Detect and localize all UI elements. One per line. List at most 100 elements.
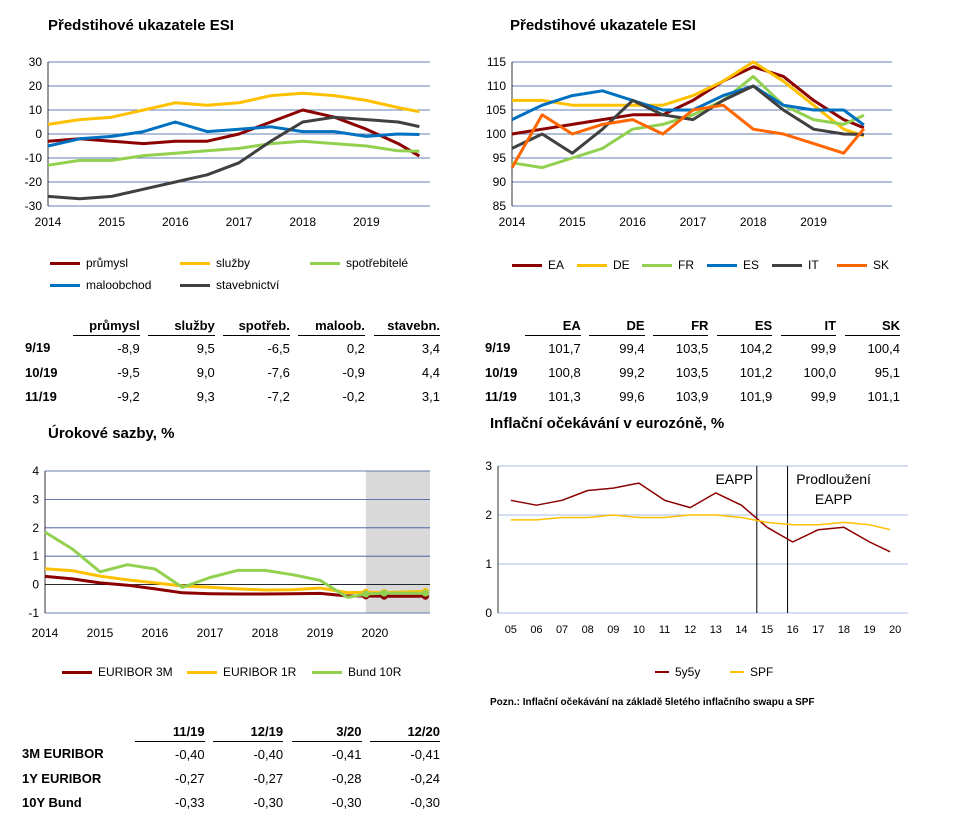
legend-label: IT bbox=[808, 258, 819, 272]
table-row: 10/19 100,8 99,2 103,5 101,2 100,0 95,1 bbox=[485, 360, 900, 384]
y-tick-label: 105 bbox=[486, 103, 506, 117]
table-cell: 103,9 bbox=[675, 388, 709, 404]
legend-label: EA bbox=[548, 258, 565, 272]
series-line-5y5y bbox=[510, 482, 891, 553]
chart-title-inflation: Inflační očekávání v eurozóně, % bbox=[490, 415, 725, 432]
table-cell: -8,9 bbox=[117, 340, 140, 356]
row-label: 11/19 bbox=[25, 388, 57, 404]
x-tick-label: 2017 bbox=[226, 215, 253, 229]
forecast-point-Bund 10R bbox=[380, 589, 388, 597]
y-tick-label: 3 bbox=[485, 459, 492, 473]
series-line-služby bbox=[47, 91, 420, 126]
table-row: 3M EURIBOR -0,40 -0,40 -0,41 -0,41 bbox=[22, 742, 440, 767]
y-tick-label: 1 bbox=[32, 549, 39, 563]
table-cell: 9,0 bbox=[196, 364, 215, 380]
table-corner bbox=[22, 722, 135, 742]
x-tick-label: 2019 bbox=[307, 626, 334, 640]
series-line-EURIBOR 3M bbox=[44, 574, 366, 598]
legend-label: maloobchod bbox=[86, 278, 152, 292]
legend-label: Bund 10R bbox=[348, 665, 402, 679]
table-esi-eu: EA DE FR ES IT SK 9/19 101,7 99,4 103,5 104,2 99,9 1… bbox=[485, 316, 900, 408]
y-tick-label: 90 bbox=[493, 175, 507, 189]
x-tick-label: 11 bbox=[659, 624, 670, 636]
legend-label: průmysl bbox=[86, 256, 129, 270]
legend-swatch bbox=[837, 263, 867, 267]
legend-swatch bbox=[50, 261, 80, 265]
y-tick-label: -10 bbox=[25, 151, 43, 165]
x-tick-label: 2019 bbox=[353, 215, 380, 229]
table-header: DE bbox=[589, 316, 645, 336]
x-tick-label: 19 bbox=[863, 624, 875, 636]
legend-label: ES bbox=[743, 258, 760, 272]
legend-label: EURIBOR 3M bbox=[98, 665, 173, 679]
x-tick-label: 2019 bbox=[800, 215, 827, 229]
annotation-extension-line2: EAPP bbox=[815, 491, 852, 507]
y-tick-label: 110 bbox=[487, 79, 506, 93]
legend-swatch bbox=[180, 261, 210, 265]
table-cell: -0,41 bbox=[410, 746, 440, 762]
y-tick-label: 0 bbox=[485, 606, 492, 620]
table-header: služby bbox=[148, 316, 215, 336]
table-row: 11/19 101,3 99,6 103,9 101,9 99,9 101,1 bbox=[485, 384, 900, 408]
legend-label: služby bbox=[216, 256, 251, 270]
table-row: 1Y EURIBOR -0,27 -0,27 -0,28 -0,24 bbox=[22, 766, 440, 790]
legend-label: stavebnictví bbox=[216, 278, 280, 292]
series-line-Bund 10R bbox=[44, 530, 367, 599]
y-tick-label: 0 bbox=[32, 578, 39, 592]
series-line-spotřebitelé bbox=[47, 139, 420, 167]
legend-item: EURIBOR 1R bbox=[187, 661, 312, 683]
table-cell: 95,1 bbox=[874, 364, 900, 380]
y-tick-label: 4 bbox=[32, 464, 39, 478]
x-tick-label: 2020 bbox=[362, 626, 389, 640]
y-tick-label: 10 bbox=[29, 103, 43, 117]
table-header: SK bbox=[844, 316, 900, 336]
legend-swatch bbox=[512, 263, 542, 267]
series-line-IT bbox=[511, 84, 864, 155]
x-tick-label: 14 bbox=[735, 624, 747, 636]
table-cell: -0,30 bbox=[253, 794, 284, 810]
table-cell: 100,0 bbox=[803, 364, 837, 380]
legend-esi-eu: EA DE FR ES IT SK bbox=[512, 254, 912, 276]
table-corner bbox=[485, 316, 525, 336]
table-cell: -0,28 bbox=[331, 770, 362, 786]
y-tick-label: 1 bbox=[485, 557, 492, 571]
legend-swatch bbox=[772, 263, 802, 267]
y-tick-label: -30 bbox=[25, 199, 43, 213]
forecast-shading bbox=[365, 471, 430, 613]
legend-swatch bbox=[62, 670, 92, 674]
series-line-EA bbox=[511, 65, 865, 136]
series-line-maloobchod bbox=[47, 120, 420, 148]
x-tick-label: 2016 bbox=[619, 215, 646, 229]
series-forecast-Bund 10R bbox=[365, 591, 426, 596]
x-tick-label: 05 bbox=[505, 624, 517, 636]
x-tick-label: 18 bbox=[838, 624, 850, 636]
y-tick-label: 115 bbox=[487, 55, 506, 69]
table-header: ES bbox=[716, 316, 773, 336]
x-tick-label: 13 bbox=[710, 624, 722, 636]
x-tick-label: 2018 bbox=[289, 215, 316, 229]
legend-item: IT bbox=[772, 254, 837, 276]
legend-item: DE bbox=[577, 254, 642, 276]
x-tick-label: 07 bbox=[556, 624, 568, 636]
table-cell: -0,9 bbox=[342, 364, 365, 380]
legend-swatch bbox=[180, 283, 210, 287]
chart-title-rates: Úrokové sazby, % bbox=[48, 425, 175, 442]
legend-item: spotřebitelé bbox=[310, 252, 440, 274]
legend-item: SPF bbox=[730, 661, 805, 683]
table-cell: 0,2 bbox=[346, 340, 365, 356]
table-cell: -0,30 bbox=[410, 794, 440, 810]
legend-inflation: 5y5y SPF bbox=[655, 661, 855, 683]
table-header: průmysl bbox=[73, 316, 140, 336]
inflation-note: Pozn.: Inflační očekávání na základě 5le… bbox=[490, 697, 815, 708]
legend-item: FR bbox=[642, 254, 707, 276]
table-cell: 9,5 bbox=[196, 340, 215, 356]
table-cell: -7,2 bbox=[267, 388, 290, 404]
y-tick-label: 2 bbox=[485, 508, 492, 522]
table-corner bbox=[25, 316, 73, 336]
legend-item: EA bbox=[512, 254, 577, 276]
table-cell: 103,5 bbox=[675, 364, 709, 380]
series-line-SK bbox=[510, 103, 866, 169]
legend-label: EURIBOR 1R bbox=[223, 665, 297, 679]
table-row: 10/19 -9,5 9,0 -7,6 -0,9 4,4 bbox=[25, 360, 440, 384]
table-header: IT bbox=[780, 316, 837, 336]
